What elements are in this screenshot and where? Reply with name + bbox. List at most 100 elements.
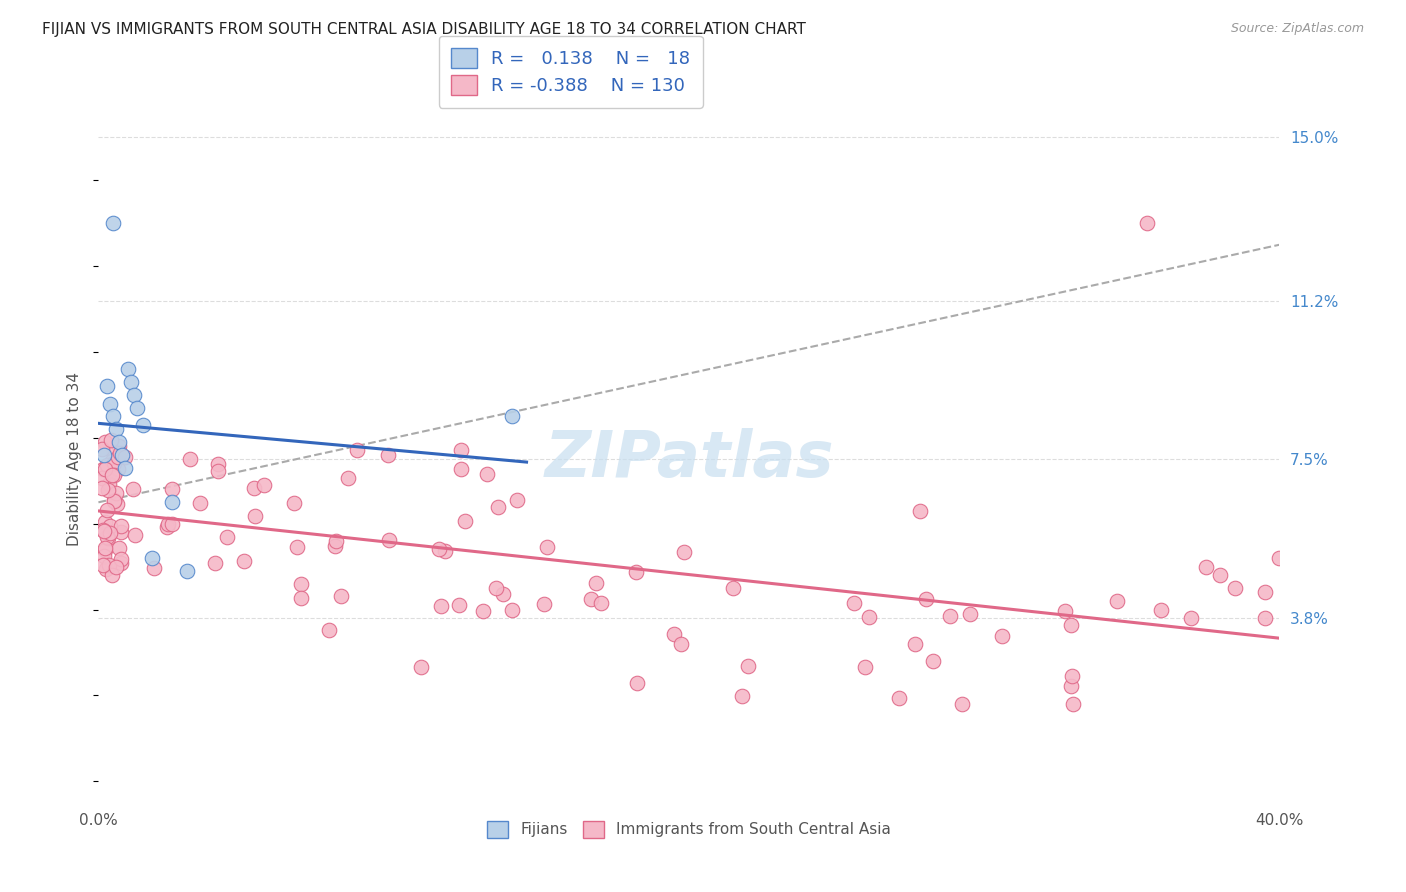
Point [93, 549, 115, 563]
Point [157, 516, 180, 531]
Point [215, 530, 238, 544]
Point [1268, 551, 1291, 566]
Point [110, 525, 132, 540]
Point [378, 533, 401, 547]
Point [90, 442, 112, 456]
Point [1062, 697, 1084, 711]
Point [100, 468, 122, 483]
Point [162, 516, 184, 531]
Point [585, 575, 607, 590]
Point [117, 362, 139, 376]
Point [723, 581, 745, 595]
Point [1254, 611, 1277, 625]
Point [104, 559, 127, 574]
Point [450, 443, 472, 458]
Point [232, 554, 254, 568]
Point [330, 589, 353, 603]
Point [337, 470, 360, 484]
Point [101, 567, 124, 582]
Point [207, 457, 229, 471]
Point [591, 596, 613, 610]
Point [536, 540, 558, 554]
Point [427, 542, 450, 557]
Point [1180, 611, 1202, 625]
Point [114, 461, 136, 475]
Point [107, 462, 129, 476]
Point [120, 375, 142, 389]
Point [121, 482, 143, 496]
Point [105, 497, 128, 511]
Point [915, 591, 938, 606]
Point [450, 462, 472, 476]
Point [110, 519, 132, 533]
Point [853, 660, 876, 674]
Point [107, 450, 129, 464]
Point [110, 556, 132, 570]
Point [959, 607, 981, 621]
Point [626, 676, 648, 690]
Point [1195, 559, 1218, 574]
Point [94, 562, 117, 576]
Point [156, 520, 179, 534]
Point [103, 216, 125, 230]
Point [162, 495, 183, 509]
Point [737, 659, 759, 673]
Point [103, 445, 125, 459]
Point [409, 660, 432, 674]
Point [132, 417, 155, 433]
Point [94, 541, 117, 555]
Point [323, 539, 346, 553]
Point [491, 587, 513, 601]
Point [207, 464, 229, 478]
Point [626, 566, 648, 580]
Point [501, 603, 523, 617]
Point [318, 624, 340, 638]
Point [97, 531, 120, 545]
Point [98, 396, 121, 410]
Point [96, 530, 118, 544]
Point [991, 629, 1014, 643]
Point [950, 697, 973, 711]
Point [477, 467, 499, 481]
Point [103, 493, 125, 508]
Point [252, 478, 274, 492]
Point [346, 443, 368, 458]
Point [1054, 604, 1077, 618]
Point [454, 514, 477, 528]
Point [124, 528, 146, 542]
Point [1060, 679, 1083, 693]
Point [100, 433, 122, 447]
Point [105, 486, 128, 500]
Point [97, 558, 120, 572]
Point [93, 435, 115, 450]
Point [486, 500, 509, 514]
Point [114, 450, 136, 464]
Point [91, 471, 114, 485]
Point [434, 544, 457, 558]
Point [188, 495, 211, 509]
Point [1225, 581, 1247, 595]
Point [730, 690, 752, 704]
Point [91, 481, 114, 495]
Point [122, 388, 145, 402]
Point [910, 504, 932, 518]
Point [1107, 594, 1129, 608]
Point [325, 533, 347, 548]
Point [94, 462, 117, 476]
Point [889, 691, 911, 706]
Y-axis label: Disability Age 18 to 34: Disability Age 18 to 34 [67, 372, 83, 547]
Point [858, 610, 880, 624]
Point [110, 552, 132, 566]
Point [1060, 668, 1083, 682]
Point [176, 564, 198, 578]
Point [91, 462, 114, 476]
Point [1209, 568, 1232, 582]
Point [111, 448, 134, 462]
Point [141, 551, 163, 566]
Point [922, 654, 945, 668]
Point [1136, 216, 1159, 230]
Point [101, 454, 124, 468]
Point [533, 597, 555, 611]
Text: Source: ZipAtlas.com: Source: ZipAtlas.com [1230, 22, 1364, 36]
Point [103, 493, 125, 508]
